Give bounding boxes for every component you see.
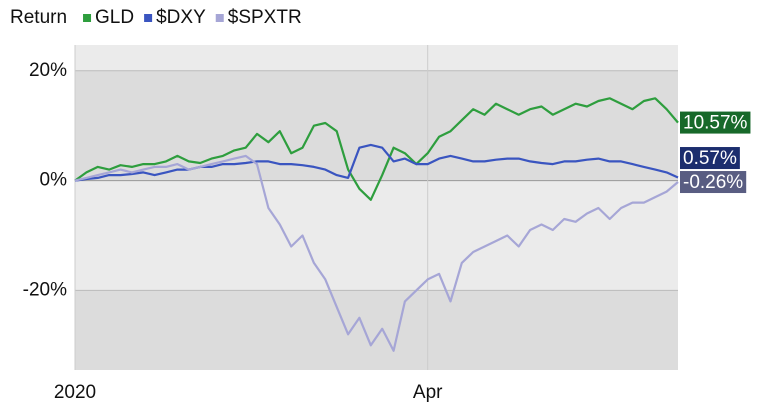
series-line	[74, 154, 679, 352]
end-label: -0.26%	[683, 172, 743, 193]
y-tick-label: -20%	[23, 279, 67, 300]
plot-band	[75, 70, 678, 181]
y-tick-label: 0%	[40, 170, 68, 191]
legend-title: Return	[10, 7, 67, 28]
end-label-bg	[680, 147, 740, 170]
end-label: 0.57%	[683, 148, 737, 169]
series-line	[74, 97, 679, 201]
plot-band	[75, 290, 678, 370]
y-tick-label: 20%	[29, 60, 67, 81]
legend-label: GLD	[95, 7, 134, 28]
legend-label: $SPXTR	[228, 7, 302, 28]
x-tick-label: 2020	[54, 382, 96, 403]
plot-band	[75, 45, 678, 71]
series-line	[74, 143, 679, 182]
end-label-bg	[680, 111, 751, 134]
legend-swatch	[215, 14, 224, 22]
legend-label: $DXY	[156, 7, 206, 28]
x-tick-label: Apr	[413, 382, 443, 403]
plot-band	[75, 180, 678, 291]
end-label: 10.57%	[683, 113, 748, 134]
legend-swatch	[144, 14, 153, 22]
end-label-bg	[680, 171, 747, 194]
legend-swatch	[83, 14, 92, 22]
